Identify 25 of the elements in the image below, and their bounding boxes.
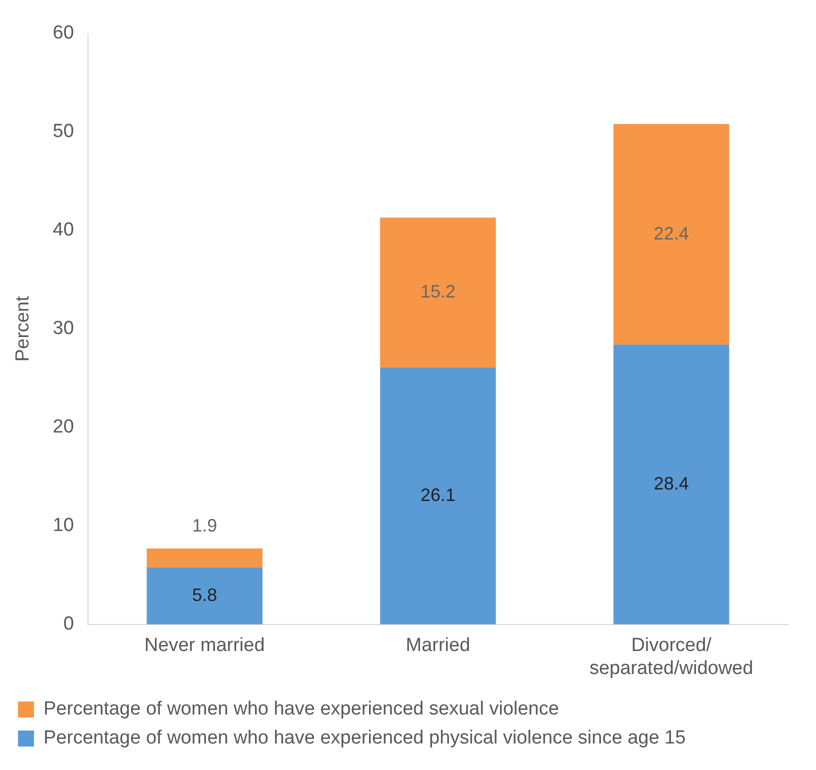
bar	[146, 548, 262, 568]
x-tick-label: Divorced/ separated/widowed	[589, 635, 754, 679]
data-label: 28.4	[654, 474, 689, 494]
bar	[146, 567, 262, 624]
data-label: 5.8	[192, 584, 218, 605]
bar	[613, 124, 730, 345]
data-label: 15.2	[420, 281, 456, 302]
y-axis-title: Percent	[12, 295, 34, 362]
bar	[380, 367, 496, 624]
legend-label: Percentage of women who have experienced sexual violence	[44, 698, 559, 720]
y-tick-label: 40	[52, 220, 74, 241]
x-tick-label: Never married	[144, 635, 265, 656]
y-tick-label: 10	[52, 515, 74, 536]
y-tick-label: 20	[52, 416, 74, 438]
bar	[380, 218, 496, 368]
legend-label: Percentage of women who have experienced physical violence since age 15	[44, 728, 686, 749]
y-tick-label: 30	[52, 318, 74, 340]
x-tick-label: Married	[406, 635, 470, 656]
bar	[613, 344, 730, 624]
y-tick-label: 60	[52, 22, 74, 44]
y-tick-label: 0	[63, 614, 74, 635]
data-label: 1.9	[192, 516, 218, 536]
data-label: 26.1	[420, 484, 456, 505]
data-label: 22.4	[654, 223, 689, 244]
y-tick-label: 50	[52, 121, 74, 142]
